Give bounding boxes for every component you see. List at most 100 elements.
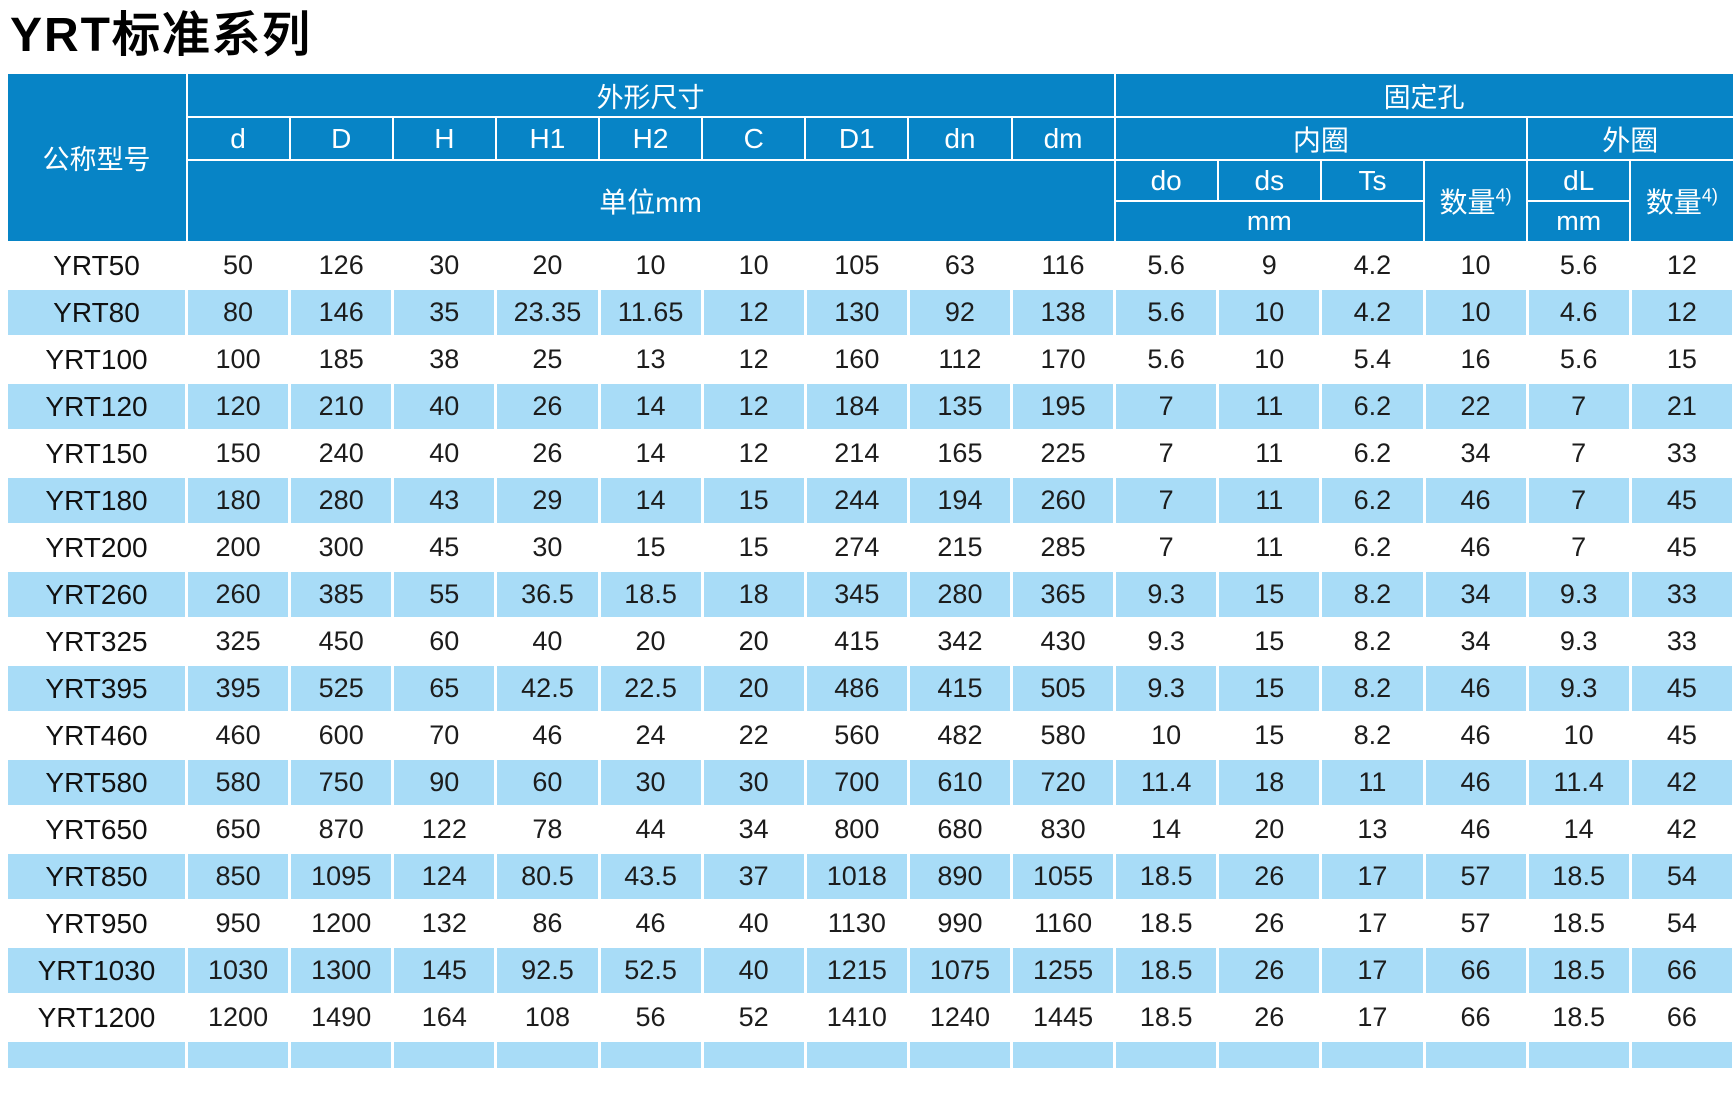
value-cell: 18.5 bbox=[1525, 852, 1632, 901]
value-cell: 6.2 bbox=[1319, 429, 1426, 478]
table-row: YRT200 200 300 45 30 15 15 274 215 285 7 11 6.2 46 7 45 bbox=[5, 523, 1735, 572]
value-cell: 17 bbox=[1319, 899, 1426, 948]
value-cell: 164 bbox=[391, 993, 498, 1042]
value-cell: 18 bbox=[1216, 758, 1323, 807]
model-cell: YRT80 bbox=[5, 288, 188, 337]
value-cell: 44 bbox=[597, 805, 704, 854]
value-cell: 20 bbox=[700, 617, 807, 666]
value-cell: 54 bbox=[1628, 852, 1735, 901]
value-cell: 7 bbox=[1525, 476, 1632, 525]
value-cell: 200 bbox=[184, 523, 292, 572]
model-cell: YRT395 bbox=[5, 664, 188, 713]
value-cell: 1160 bbox=[1009, 899, 1117, 948]
value-cell: 1255 bbox=[1009, 946, 1117, 995]
value-cell: 26 bbox=[1216, 899, 1323, 948]
value-cell: 138 bbox=[1009, 288, 1117, 337]
table-row: YRT325 325 450 60 40 20 20 415 342 430 9.3 15 8.2 34 9… bbox=[5, 617, 1735, 666]
value-cell: 42 bbox=[1628, 758, 1735, 807]
value-cell: 15 bbox=[700, 476, 807, 525]
table-row: YRT460 460 600 70 46 24 22 560 482 580 10 15 8.2 46 10… bbox=[5, 711, 1735, 760]
model-cell: YRT200 bbox=[5, 523, 188, 572]
model-cell: YRT950 bbox=[5, 899, 188, 948]
value-cell: 46 bbox=[1422, 664, 1529, 713]
value-cell: 18.5 bbox=[1113, 852, 1220, 901]
value-cell-clipped bbox=[494, 1040, 601, 1070]
value-cell: 850 bbox=[184, 852, 292, 901]
value-cell: 26 bbox=[1216, 852, 1323, 901]
value-cell: 1075 bbox=[906, 946, 1014, 995]
value-cell: 11 bbox=[1216, 523, 1323, 572]
spec-table: 公称型号 外形尺寸 固定孔 d D H H1 H2 C D1 dn dm 内圈 … bbox=[5, 72, 1735, 1070]
value-cell: 22.5 bbox=[597, 664, 704, 713]
value-cell: 15 bbox=[1216, 664, 1323, 713]
value-cell: 10 bbox=[1216, 335, 1323, 384]
value-cell: 12 bbox=[700, 288, 807, 337]
value-cell: 130 bbox=[803, 288, 910, 337]
value-cell: 5.6 bbox=[1113, 241, 1220, 290]
value-cell: 415 bbox=[803, 617, 910, 666]
table-row: YRT650 650 870 122 78 44 34 800 680 830 14 20 13 46 14… bbox=[5, 805, 1735, 854]
value-cell: 40 bbox=[700, 946, 807, 995]
value-cell: 146 bbox=[288, 288, 395, 337]
header-inner-qty: 数量4) bbox=[1422, 159, 1529, 243]
value-cell-clipped bbox=[1009, 1040, 1117, 1070]
value-cell: 18.5 bbox=[597, 570, 704, 619]
value-cell: 6.2 bbox=[1319, 523, 1426, 572]
value-cell: 18.5 bbox=[1525, 993, 1632, 1042]
value-cell-clipped bbox=[5, 1040, 188, 1070]
value-cell: 170 bbox=[1009, 335, 1117, 384]
value-cell: 7 bbox=[1113, 476, 1220, 525]
value-cell: 800 bbox=[803, 805, 910, 854]
value-cell: 1490 bbox=[288, 993, 395, 1042]
table-row: YRT50 50 126 30 20 10 10 105 63 116 5.6 9 4.2 10 5.6 12 bbox=[5, 241, 1735, 290]
value-cell: 10 bbox=[1216, 288, 1323, 337]
value-cell: 10 bbox=[1422, 241, 1529, 290]
value-cell: 20 bbox=[700, 664, 807, 713]
model-cell: YRT180 bbox=[5, 476, 188, 525]
value-cell: 7 bbox=[1113, 429, 1220, 478]
table-row: YRT1030 1030 1300 145 92.5 52.5 40 1215 1075 1255… bbox=[5, 946, 1735, 995]
value-cell: 225 bbox=[1009, 429, 1117, 478]
value-cell: 33 bbox=[1628, 429, 1735, 478]
value-cell: 165 bbox=[906, 429, 1014, 478]
value-cell: 1095 bbox=[288, 852, 395, 901]
value-cell: 10 bbox=[700, 241, 807, 290]
value-cell: 14 bbox=[1525, 805, 1632, 854]
value-cell: 43 bbox=[391, 476, 498, 525]
value-cell: 600 bbox=[288, 711, 395, 760]
value-cell: 1410 bbox=[803, 993, 910, 1042]
value-cell-clipped bbox=[1422, 1040, 1529, 1070]
value-cell: 40 bbox=[391, 382, 498, 431]
model-cell: YRT850 bbox=[5, 852, 188, 901]
value-cell: 18.5 bbox=[1113, 993, 1220, 1042]
value-cell: 280 bbox=[288, 476, 395, 525]
value-cell: 1200 bbox=[288, 899, 395, 948]
value-cell: 18.5 bbox=[1525, 899, 1632, 948]
table-row: YRT80 80 146 35 23.35 11.65 12 130 92 138 5.6 10 4.2… bbox=[5, 288, 1735, 337]
value-cell: 11.65 bbox=[597, 288, 704, 337]
value-cell: 345 bbox=[803, 570, 910, 619]
value-cell: 700 bbox=[803, 758, 910, 807]
header-unit-mm: 单位mm bbox=[185, 159, 1116, 243]
value-cell-clipped bbox=[1525, 1040, 1632, 1070]
value-cell: 120 bbox=[184, 382, 292, 431]
value-cell: 112 bbox=[906, 335, 1014, 384]
value-cell: 8.2 bbox=[1319, 711, 1426, 760]
value-cell: 17 bbox=[1319, 852, 1426, 901]
value-cell: 15 bbox=[1628, 335, 1735, 384]
table-row: YRT580 580 750 90 60 30 30 700 610 720 11.4 18 11 46 1… bbox=[5, 758, 1735, 807]
value-cell: 274 bbox=[803, 523, 910, 572]
value-cell: 11.4 bbox=[1113, 758, 1220, 807]
value-cell: 10 bbox=[1525, 711, 1632, 760]
value-cell: 10 bbox=[597, 241, 704, 290]
model-cell: YRT580 bbox=[5, 758, 188, 807]
value-cell: 25 bbox=[494, 335, 601, 384]
value-cell: 1018 bbox=[803, 852, 910, 901]
header-col-H1: H1 bbox=[494, 116, 601, 161]
value-cell: 214 bbox=[803, 429, 910, 478]
value-cell: 9 bbox=[1216, 241, 1323, 290]
value-cell-clipped bbox=[803, 1040, 910, 1070]
value-cell: 52.5 bbox=[597, 946, 704, 995]
header-outer-ring: 外圈 bbox=[1526, 116, 1735, 161]
value-cell: 42.5 bbox=[494, 664, 601, 713]
